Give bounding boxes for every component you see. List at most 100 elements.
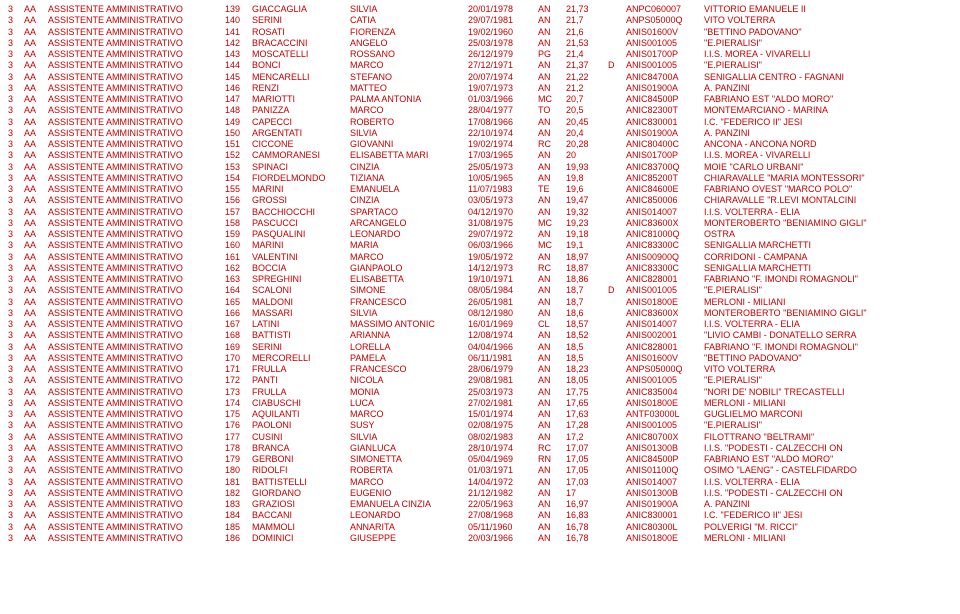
col-cat: AA [20,297,44,308]
col-location: "NORI DE' NOBILI" TRECASTELLI [700,387,956,398]
col-code: ANIS01600V [622,353,700,364]
col-role: ASSISTENTE AMMINISTRATIVO [44,207,212,218]
col-score: 21,73 [562,4,604,15]
col-code: ANIC830001 [622,117,700,128]
col-num: 181 [212,477,248,488]
col-location: I.I.S. "PODESTI - CALZECCHI ON [700,488,956,499]
col-num: 173 [212,387,248,398]
col-firstname: ARIANNA [346,330,464,341]
col-date: 10/05/1965 [464,173,534,184]
col-cat: AA [20,488,44,499]
col-location: FABRIANO OVEST "MARCO POLO" [700,184,956,195]
col-flag [604,72,622,83]
col-location: VITO VOLTERRA [700,364,956,375]
col-lastname: VALENTINI [248,252,346,263]
col-seq: 3 [4,342,20,353]
col-firstname: CINZIA [346,195,464,206]
col-seq: 3 [4,398,20,409]
col-cat: AA [20,229,44,240]
col-lastname: FRULLA [248,364,346,375]
table-row: 3AAASSISTENTE AMMINISTRATIVO183GRAZIOSIE… [4,499,956,510]
personnel-table: 3AAASSISTENTE AMMINISTRATIVO139GIACCAGLI… [4,4,956,544]
col-prov: RC [534,263,562,274]
col-seq: 3 [4,184,20,195]
col-cat: AA [20,263,44,274]
col-prov: AN [534,308,562,319]
col-code: ANPS05000Q [622,15,700,26]
col-num: 177 [212,432,248,443]
col-cat: AA [20,117,44,128]
col-location: VITO VOLTERRA [700,15,956,26]
col-code: ANIC850006 [622,195,700,206]
col-lastname: PANIZZA [248,105,346,116]
table-row: 3AAASSISTENTE AMMINISTRATIVO142BRACACCIN… [4,38,956,49]
col-lastname: FRULLA [248,387,346,398]
col-score: 20,45 [562,117,604,128]
col-firstname: PALMA ANTONIA [346,94,464,105]
col-seq: 3 [4,477,20,488]
col-flag [604,173,622,184]
col-date: 27/12/1971 [464,60,534,71]
col-score: 17,63 [562,409,604,420]
col-score: 19,1 [562,240,604,251]
col-score: 19,18 [562,229,604,240]
col-prov: AN [534,15,562,26]
col-score: 19,6 [562,184,604,195]
col-flag [604,162,622,173]
col-location: MERLONI - MILIANI [700,533,956,544]
col-role: ASSISTENTE AMMINISTRATIVO [44,263,212,274]
col-score: 18,05 [562,375,604,386]
col-seq: 3 [4,274,20,285]
col-prov: AN [534,274,562,285]
col-score: 19,8 [562,173,604,184]
col-flag [604,218,622,229]
col-seq: 3 [4,60,20,71]
col-flag [604,387,622,398]
col-location: "E.PIERALISI" [700,375,956,386]
col-seq: 3 [4,117,20,128]
col-score: 17,05 [562,465,604,476]
col-prov: TE [534,184,562,195]
col-flag [604,533,622,544]
table-row: 3AAASSISTENTE AMMINISTRATIVO148PANIZZAMA… [4,105,956,116]
col-cat: AA [20,252,44,263]
col-date: 20/03/1966 [464,533,534,544]
col-date: 17/03/1965 [464,150,534,161]
col-num: 158 [212,218,248,229]
col-prov: AN [534,83,562,94]
col-num: 166 [212,308,248,319]
table-row: 3AAASSISTENTE AMMINISTRATIVO169SERINILOR… [4,342,956,353]
col-score: 17,28 [562,420,604,431]
col-prov: AN [534,162,562,173]
col-cat: AA [20,285,44,296]
col-location: I.I.S. VOLTERRA - ELIA [700,207,956,218]
col-role: ASSISTENTE AMMINISTRATIVO [44,60,212,71]
col-code: ANIS00900Q [622,252,700,263]
col-num: 145 [212,72,248,83]
table-row: 3AAASSISTENTE AMMINISTRATIVO163SPREGHINI… [4,274,956,285]
col-prov: AN [534,420,562,431]
col-prov: AN [534,297,562,308]
col-lastname: ARGENTATI [248,128,346,139]
col-role: ASSISTENTE AMMINISTRATIVO [44,285,212,296]
col-cat: AA [20,162,44,173]
col-prov: AN [534,285,562,296]
col-role: ASSISTENTE AMMINISTRATIVO [44,510,212,521]
col-score: 21,22 [562,72,604,83]
col-flag [604,94,622,105]
col-firstname: SILVIA [346,4,464,15]
col-firstname: NICOLA [346,375,464,386]
col-firstname: FIORENZA [346,27,464,38]
col-firstname: ROBERTA [346,465,464,476]
col-prov: AN [534,364,562,375]
col-code: ANIS01700P [622,49,700,60]
col-num: 151 [212,139,248,150]
col-score: 18,86 [562,274,604,285]
col-location: CHIARAVALLE "R.LEVI MONTALCINI [700,195,956,206]
col-prov: AN [534,375,562,386]
col-role: ASSISTENTE AMMINISTRATIVO [44,319,212,330]
col-prov: MC [534,94,562,105]
table-row: 3AAASSISTENTE AMMINISTRATIVO173FRULLAMON… [4,387,956,398]
col-location: MONTEROBERTO "BENIAMINO GIGLI" [700,218,956,229]
col-cat: AA [20,454,44,465]
